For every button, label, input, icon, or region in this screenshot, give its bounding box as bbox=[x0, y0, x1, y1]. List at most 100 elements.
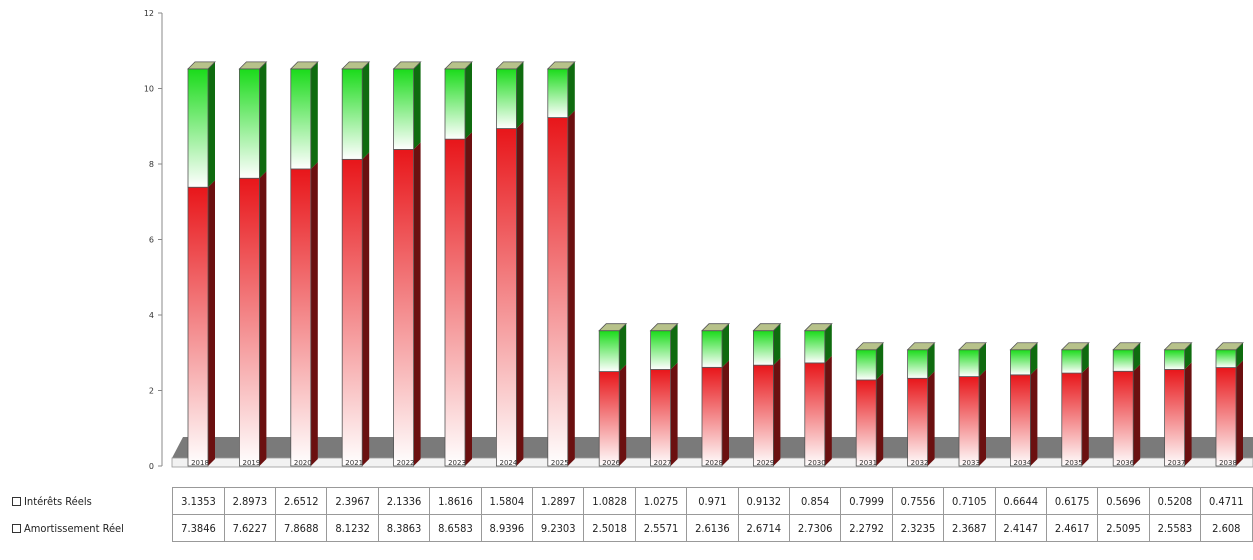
bar-2023 bbox=[444, 61, 473, 467]
bar-2028 bbox=[701, 323, 730, 467]
bar-segment-amortissement bbox=[701, 366, 723, 467]
bar-side-interets bbox=[465, 61, 472, 140]
bar-side-amortissement bbox=[824, 355, 832, 466]
bar-side-amortissement bbox=[259, 171, 267, 466]
bar-top bbox=[855, 342, 885, 351]
bar-2036 bbox=[1112, 342, 1142, 467]
table-cell: 2.3235 bbox=[891, 514, 945, 542]
bar-segment-amortissement bbox=[393, 149, 415, 467]
x-tick-label: 2027 bbox=[654, 459, 672, 467]
table-cell: 0.4711 bbox=[1200, 487, 1253, 515]
y-tick-label: 0 bbox=[149, 462, 154, 471]
legend-label: Intérêts Réels bbox=[24, 494, 92, 508]
bar-2037 bbox=[1163, 342, 1193, 467]
x-tick-label: 2026 bbox=[602, 459, 620, 467]
bar-2032 bbox=[906, 342, 936, 467]
bar-2031 bbox=[855, 342, 885, 467]
bar-side-interets bbox=[979, 342, 986, 377]
table-cell: 8.3863 bbox=[377, 514, 431, 542]
bar-side-amortissement bbox=[876, 372, 884, 466]
bar-segment-amortissement bbox=[650, 369, 671, 467]
bar-segment-amortissement bbox=[1061, 372, 1083, 467]
bar-side-amortissement bbox=[722, 360, 729, 466]
bar-segment-interets bbox=[701, 330, 723, 368]
bar-top bbox=[1060, 342, 1090, 351]
bar-side-interets bbox=[413, 61, 421, 150]
bar-2030 bbox=[803, 323, 833, 467]
bar-segment-amortissement bbox=[804, 362, 826, 467]
bar-segment-interets bbox=[753, 330, 774, 366]
bar-top bbox=[1112, 342, 1142, 351]
bar-top bbox=[289, 61, 319, 70]
bar-segment-amortissement bbox=[598, 371, 620, 467]
table-cell: 2.5018 bbox=[583, 514, 636, 542]
y-tick-label: 10 bbox=[144, 85, 154, 94]
bar-top bbox=[701, 323, 730, 332]
bar-side-interets bbox=[516, 61, 524, 129]
x-tick-label: 2025 bbox=[551, 459, 569, 467]
bar-side-amortissement bbox=[310, 161, 318, 466]
bar-side-interets bbox=[773, 323, 781, 366]
bar-segment-amortissement bbox=[290, 168, 312, 467]
bar-side-amortissement bbox=[1184, 362, 1192, 466]
legend-marker-icon bbox=[12, 497, 21, 506]
bar-segment-interets bbox=[1215, 349, 1237, 368]
bar-2025 bbox=[546, 61, 576, 467]
bar-segment-interets bbox=[1112, 349, 1134, 372]
y-tick-label: 12 bbox=[144, 9, 154, 18]
x-tick-label: 2023 bbox=[448, 459, 466, 467]
bar-top bbox=[598, 323, 628, 332]
table-row: Intérêts Réels 3.1353 2.8973 2.6512 2.3967 2.… bbox=[8, 487, 1253, 515]
x-tick-label: 2037 bbox=[1168, 459, 1186, 467]
table-cell: 2.5571 bbox=[634, 514, 688, 542]
y-tick-label: 8 bbox=[149, 160, 154, 169]
bar-top bbox=[752, 323, 782, 332]
table-cell: 0.6644 bbox=[994, 487, 1047, 515]
bar-segment-amortissement bbox=[1215, 367, 1237, 467]
table-cell: 9.2303 bbox=[532, 514, 585, 542]
x-tick-label: 2029 bbox=[756, 459, 774, 467]
bar-2026 bbox=[598, 323, 628, 467]
bar-side-amortissement bbox=[1030, 367, 1038, 466]
bar-top bbox=[392, 61, 422, 70]
bar-side-amortissement bbox=[670, 362, 678, 466]
x-tick-label: 2032 bbox=[911, 459, 929, 467]
bar-top bbox=[546, 61, 576, 70]
bar-segment-interets bbox=[855, 349, 877, 381]
x-tick-label: 2035 bbox=[1065, 459, 1083, 467]
bar-2029 bbox=[752, 323, 782, 467]
bar-segment-amortissement bbox=[753, 364, 774, 467]
bar-segment-interets bbox=[187, 68, 209, 188]
bar-top bbox=[1009, 342, 1039, 351]
bar-segment-interets bbox=[1010, 349, 1031, 376]
x-tick-label: 2024 bbox=[499, 459, 517, 467]
bar-segment-amortissement bbox=[1010, 374, 1031, 467]
table-cell: 0.9132 bbox=[737, 487, 790, 515]
x-tick-label: 2018 bbox=[191, 459, 209, 467]
bar-segment-amortissement bbox=[958, 376, 980, 467]
legend-label: Amortissement Réel bbox=[24, 521, 124, 535]
bar-top bbox=[495, 61, 525, 70]
table-cell: 1.8616 bbox=[429, 487, 482, 515]
x-tick-label: 2031 bbox=[859, 459, 877, 467]
bar-top bbox=[444, 61, 473, 70]
bar-top bbox=[1215, 342, 1244, 351]
bar-side-interets bbox=[208, 61, 215, 188]
bar-side-interets bbox=[1133, 342, 1141, 372]
table-cell: 1.5804 bbox=[480, 487, 534, 515]
table-cell: 0.5208 bbox=[1148, 487, 1202, 515]
table-cell: 2.608 bbox=[1200, 514, 1253, 542]
table-cell: 2.3687 bbox=[943, 514, 996, 542]
table-cell: 0.7105 bbox=[943, 487, 996, 515]
bar-segment-amortissement bbox=[444, 138, 466, 467]
table-cell: 2.2792 bbox=[840, 514, 893, 542]
bar-segment-amortissement bbox=[238, 177, 260, 467]
bar-side-amortissement bbox=[979, 369, 986, 466]
table-cell: 1.2897 bbox=[532, 487, 585, 515]
bar-segment-amortissement bbox=[1112, 370, 1134, 467]
table-cell: 2.7306 bbox=[788, 514, 842, 542]
table-cell: 3.1353 bbox=[172, 487, 225, 515]
table-cell: 2.4617 bbox=[1045, 514, 1099, 542]
bar-segment-interets bbox=[495, 68, 517, 129]
bar-2034 bbox=[1009, 342, 1039, 467]
